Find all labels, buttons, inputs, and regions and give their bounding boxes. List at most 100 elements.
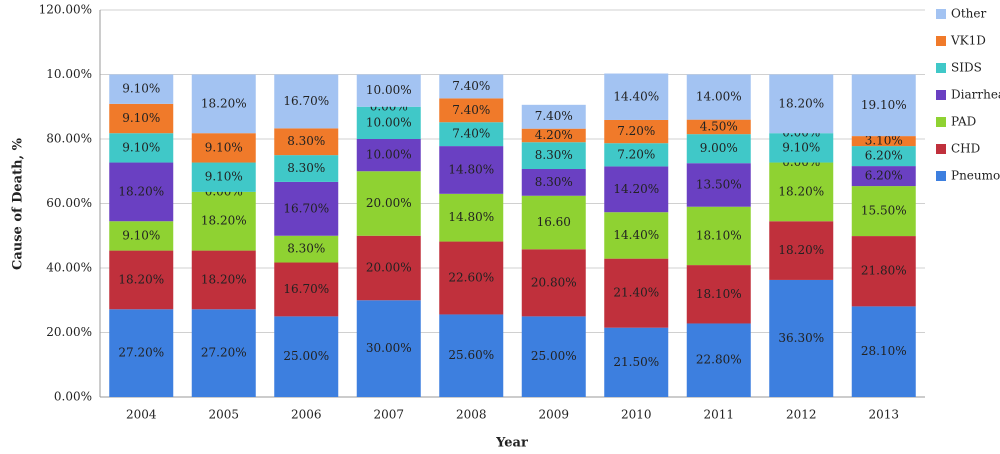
data-label: 16.70% [283, 201, 329, 215]
bar-segment [851, 306, 916, 397]
y-tick-label: 120.00% [39, 3, 92, 17]
data-label: 14.40% [613, 228, 659, 242]
data-label: 18.20% [201, 96, 247, 110]
data-label: 4.50% [700, 119, 738, 133]
bar-segment [686, 74, 751, 120]
x-tick-label: 2012 [786, 408, 817, 422]
bar-segment [769, 133, 834, 163]
data-label: 25.00% [531, 349, 577, 363]
x-tick-label: 2004 [126, 408, 157, 422]
y-axis-title: Cause of Death, % [11, 137, 26, 270]
bar-segment [109, 74, 174, 104]
legend-swatch [936, 9, 946, 19]
legend-label: Diarrhea [951, 88, 1000, 102]
y-tick-label: 80.00% [46, 132, 92, 146]
data-label: 9.10% [122, 140, 160, 154]
bar-segment [109, 103, 174, 134]
bar-segment [851, 166, 916, 187]
bar-segment [109, 221, 174, 251]
bar-segment [191, 250, 256, 310]
bar-segment [439, 74, 504, 99]
bar-segment [769, 221, 834, 280]
bar-segment [191, 133, 256, 163]
data-label: 18.20% [118, 184, 164, 198]
data-label: 27.20% [201, 346, 247, 360]
data-label: 10.00% [366, 115, 412, 129]
bar-segment [769, 74, 834, 134]
y-tick-label: 10.00% [46, 67, 92, 81]
data-label: 7.20% [617, 124, 655, 138]
data-label: 18.10% [696, 287, 742, 301]
x-tick-label: 2005 [208, 408, 239, 422]
data-label: 9.10% [782, 140, 820, 154]
legend-label: PAD [951, 115, 976, 129]
data-label: 9.10% [122, 228, 160, 242]
data-label: 18.20% [118, 272, 164, 286]
x-tick-label: 2006 [291, 408, 322, 422]
x-tick-label: 2009 [538, 408, 569, 422]
data-label: 8.30% [287, 242, 325, 256]
data-label: 16.70% [283, 282, 329, 296]
bar-segment [439, 314, 504, 397]
bar-segment [851, 74, 916, 137]
legend-swatch [936, 36, 946, 46]
data-label: 9.10% [122, 82, 160, 96]
bar-segment [191, 74, 256, 134]
bar-segment [686, 163, 751, 207]
bar-segment [274, 155, 339, 182]
data-label: 7.40% [535, 109, 573, 123]
data-label: 9.10% [205, 170, 243, 184]
legend-label: Pneumonia [951, 169, 1000, 183]
bar-segment [191, 191, 256, 251]
bar-segment [521, 128, 586, 143]
legend-swatch [936, 63, 946, 73]
bar-segment [604, 258, 669, 328]
data-label: 20.80% [531, 275, 577, 289]
data-label: 8.30% [287, 161, 325, 175]
legend-label: Other [951, 7, 986, 21]
bar-segment [769, 162, 834, 222]
bar-segment [356, 139, 421, 172]
data-label: 22.80% [696, 353, 742, 367]
bar-segment [191, 309, 256, 397]
data-label: 14.20% [613, 182, 659, 196]
bar-segment [439, 193, 504, 242]
legend-swatch [936, 117, 946, 127]
legend-label: VK1D [950, 34, 986, 48]
bar-segment [439, 122, 504, 147]
data-label: 8.30% [535, 175, 573, 189]
data-label: 14.00% [696, 90, 742, 104]
data-label: 20.00% [366, 196, 412, 210]
data-label: 21.40% [613, 286, 659, 300]
legend-swatch [936, 144, 946, 154]
data-label: 18.10% [696, 228, 742, 242]
bar-segment [604, 119, 669, 144]
bar-segment [274, 262, 339, 317]
data-label: 7.40% [452, 127, 490, 141]
data-label: 25.60% [448, 348, 494, 362]
data-label: 18.20% [778, 96, 824, 110]
bar-segment [521, 104, 586, 129]
bar-segment [521, 195, 586, 250]
bar-segment [356, 235, 421, 301]
bar-segment [604, 166, 669, 213]
data-label: 22.60% [448, 270, 494, 284]
x-tick-label: 2007 [373, 408, 404, 422]
data-label: 14.40% [613, 89, 659, 103]
bar-segment [604, 327, 669, 397]
bar-segment [686, 134, 751, 164]
bar-segment [521, 249, 586, 317]
data-label: 14.80% [448, 210, 494, 224]
bar-segment [274, 128, 339, 156]
data-label: 18.20% [201, 214, 247, 228]
bar-segment [109, 133, 174, 163]
bar-segment [686, 265, 751, 324]
data-label: 9.10% [205, 140, 243, 154]
data-label: 4.20% [535, 128, 573, 142]
bar-segment [851, 146, 916, 167]
data-label: 15.50% [861, 204, 907, 218]
data-label: 36.30% [778, 331, 824, 345]
legend-label: SIDS [951, 61, 982, 75]
x-tick-label: 2013 [868, 408, 899, 422]
